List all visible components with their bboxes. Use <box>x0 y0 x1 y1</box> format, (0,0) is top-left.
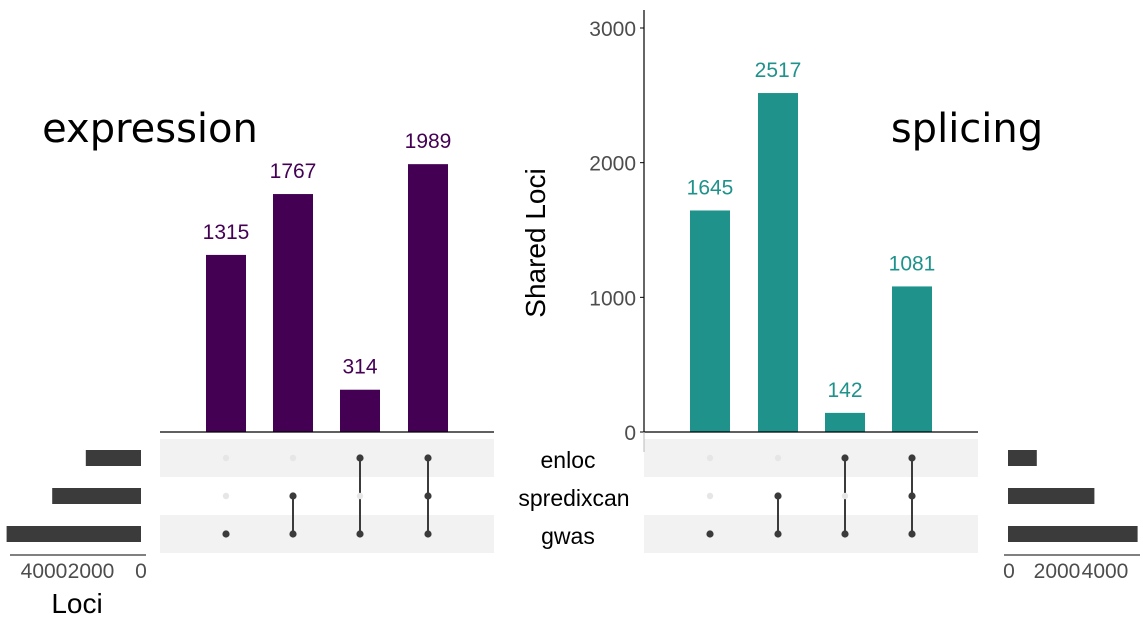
splicing-matrix-dot-empty <box>706 454 714 462</box>
splicing-bar <box>758 93 798 432</box>
set-names: enloc spredixcan gwas <box>518 447 629 549</box>
expression-matrix-dots <box>222 454 432 538</box>
loci-axis-label: Loci <box>51 588 102 619</box>
expression-bar-label: 1315 <box>203 221 250 244</box>
splicing-bar-label: 142 <box>827 379 862 402</box>
splicing-matrix-dot-filled <box>908 492 916 500</box>
expression-matrix-dot-filled <box>289 492 297 500</box>
splicing-matrix-row-stripe <box>644 439 978 477</box>
expression-set-tick-0: 0 <box>135 560 147 583</box>
expression-bar <box>206 254 246 432</box>
splicing-set-size-bar <box>1008 526 1138 542</box>
splicing-set-size-bar <box>1008 488 1095 504</box>
set-name-spredixcan: spredixcan <box>518 485 629 511</box>
set-name-gwas: gwas <box>541 523 595 549</box>
splicing-bars: 1645 2517 142 1081 <box>687 59 936 432</box>
expression-title: expression <box>42 106 258 152</box>
splicing-matrix-dot-filled <box>841 530 849 538</box>
expression-matrix-dot-filled <box>424 492 432 500</box>
splicing-matrix-dot-filled <box>908 530 916 538</box>
expression-panel: expression 1315 1767 314 1989 4000 2000 0 L… <box>6 106 494 619</box>
splicing-matrix-dot-empty <box>774 454 782 462</box>
splicing-set-tick-0: 0 <box>1003 560 1015 583</box>
splicing-bar <box>690 210 730 432</box>
expression-set-size-bars <box>6 450 142 542</box>
splicing-y-tick-label: 0 <box>624 422 636 445</box>
set-name-enloc: enloc <box>541 447 596 473</box>
splicing-bar-label: 1081 <box>889 252 936 275</box>
splicing-y-tick-label: 1000 <box>589 287 636 310</box>
expression-matrix-dot-filled <box>356 454 364 462</box>
expression-bar-label: 1767 <box>270 160 317 183</box>
splicing-matrix-dot-filled <box>908 454 916 462</box>
expression-set-size-bar <box>85 450 141 466</box>
splicing-y-tick-label: 3000 <box>589 18 636 41</box>
expression-set-size-bar <box>52 488 142 504</box>
expression-set-tick-2000: 2000 <box>68 560 115 583</box>
splicing-panel: splicing Shared Loci 0 1000 2000 3000 1645 2… <box>520 10 1140 583</box>
splicing-title: splicing <box>891 106 1043 152</box>
splicing-bar-label: 1645 <box>687 176 734 199</box>
splicing-set-tick-4000: 4000 <box>1082 560 1129 583</box>
expression-bar-label: 314 <box>342 356 377 379</box>
splicing-matrix-dot-filled <box>774 492 782 500</box>
splicing-matrix-stripes <box>644 439 978 553</box>
expression-matrix-dot-filled <box>424 530 432 538</box>
expression-matrix-dot-empty <box>356 492 364 500</box>
expression-matrix-dot-filled <box>289 530 297 538</box>
expression-matrix-dot-filled <box>356 530 364 538</box>
expression-matrix-dot-filled <box>222 530 230 538</box>
expression-bar <box>408 164 448 432</box>
expression-matrix-dot-empty <box>289 454 297 462</box>
splicing-matrix-dots <box>706 454 916 538</box>
splicing-matrix-dot-filled <box>774 530 782 538</box>
splicing-matrix-row-stripe <box>644 515 978 553</box>
splicing-bar <box>892 286 932 432</box>
splicing-set-size-bars <box>1008 450 1138 542</box>
splicing-set-tick-2000: 2000 <box>1034 560 1081 583</box>
splicing-matrix-dot-empty <box>706 492 714 500</box>
expression-bar <box>273 194 313 432</box>
expression-bar-label: 1989 <box>405 130 452 153</box>
splicing-bar-label: 2517 <box>755 59 802 82</box>
splicing-matrix-dot-filled <box>841 454 849 462</box>
expression-matrix-row-stripe <box>160 515 494 553</box>
expression-set-tick-4000: 4000 <box>21 560 68 583</box>
shared-loci-axis-label: Shared Loci <box>520 168 551 317</box>
splicing-matrix-dot-empty <box>841 492 849 500</box>
expression-matrix-row-stripe <box>160 439 494 477</box>
splicing-matrix-dot-filled <box>706 530 714 538</box>
splicing-y-tick-label: 2000 <box>589 153 636 176</box>
splicing-bar <box>825 412 865 432</box>
expression-matrix-dot-empty <box>222 454 230 462</box>
expression-set-size-bar <box>6 526 141 542</box>
splicing-y-ticks: 0 1000 2000 3000 <box>589 18 644 445</box>
expression-matrix-stripes <box>160 439 494 553</box>
expression-matrix-dot-filled <box>424 454 432 462</box>
splicing-set-size-bar <box>1008 450 1037 466</box>
expression-bars: 1315 1767 314 1989 <box>203 130 452 432</box>
expression-matrix-dot-empty <box>222 492 230 500</box>
expression-bar <box>340 389 380 432</box>
